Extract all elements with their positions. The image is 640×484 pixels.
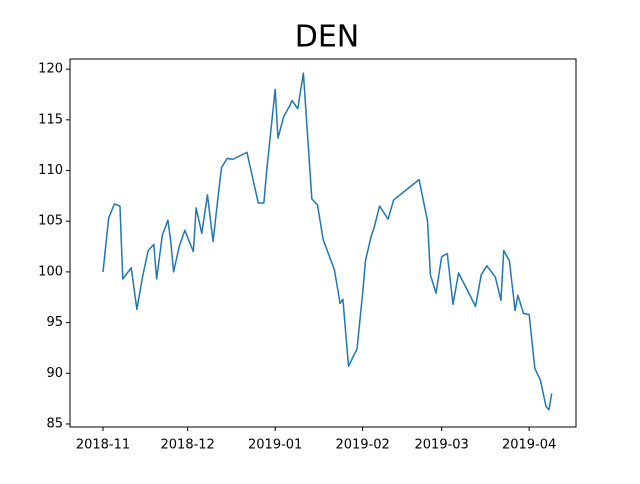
y-tick-label: 120 — [38, 62, 63, 77]
x-tick-label: 2019-02 — [335, 438, 389, 453]
chart-title: DEN — [295, 20, 360, 55]
y-tick-label: 85 — [46, 416, 63, 431]
line — [102, 72, 553, 411]
y-tick-label: 95 — [46, 315, 63, 330]
y-tick-label: 90 — [46, 366, 63, 381]
x-tick-label: 2019-01 — [248, 438, 302, 453]
x-tick-label: 2018-12 — [161, 438, 215, 453]
x-tick-label: 2019-03 — [415, 438, 469, 453]
x-tick-label: 2018-11 — [76, 438, 130, 453]
y-tick-label: 115 — [38, 112, 63, 127]
y-tick-label: 100 — [38, 264, 63, 279]
plot-frame — [69, 58, 577, 428]
y-tick-label: 110 — [38, 163, 63, 178]
y-tick-label: 105 — [38, 214, 63, 229]
x-tick-label: 2019-04 — [502, 438, 556, 453]
